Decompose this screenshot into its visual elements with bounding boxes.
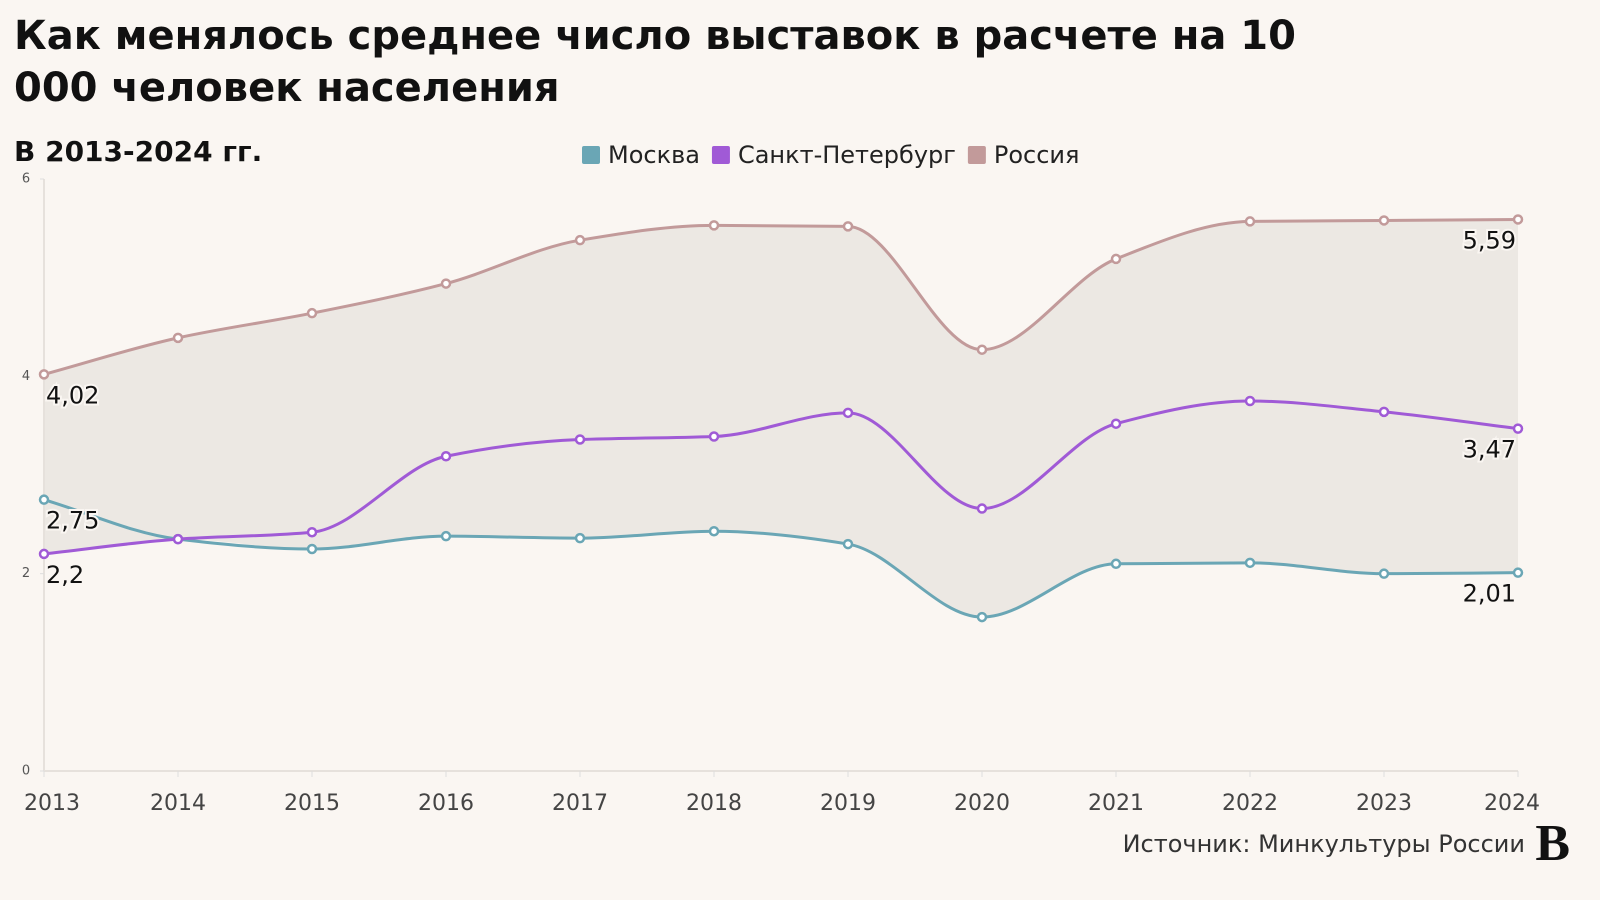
- x-tick-label: 2024: [1484, 791, 1540, 816]
- point: [1512, 423, 1524, 434]
- series-line: [43, 498, 1519, 619]
- data-label: 3,47: [1463, 436, 1516, 464]
- data-label: 2,2: [46, 561, 84, 589]
- x-tick-label: 2015: [284, 791, 340, 816]
- x-tick-label: 2016: [418, 791, 474, 816]
- legend-label: Москва: [608, 141, 700, 169]
- series-line: [43, 217, 1519, 376]
- point: [708, 220, 720, 231]
- point: [440, 530, 452, 542]
- point: [1512, 214, 1524, 225]
- point: [574, 434, 586, 445]
- legend-swatch: [582, 146, 600, 164]
- point: [976, 344, 988, 355]
- point: [842, 407, 854, 419]
- x-tick-label: 2020: [954, 791, 1010, 816]
- point: [1110, 253, 1122, 265]
- data-label: 2,75: [46, 507, 99, 535]
- legend-item: Москва: [582, 141, 700, 169]
- y-tick-label: 0: [22, 764, 30, 779]
- point: [842, 538, 854, 550]
- legend-swatch: [711, 146, 730, 164]
- x-tick-label: 2019: [820, 791, 876, 816]
- point: [1244, 557, 1256, 569]
- chart-title: Как менялось среднее число выставок в ра…: [14, 13, 1296, 111]
- legend-swatch: [967, 146, 986, 164]
- point: [306, 307, 318, 319]
- point: [1378, 215, 1390, 226]
- point: [172, 533, 184, 545]
- point: [708, 431, 720, 442]
- point: [172, 332, 184, 344]
- point: [1110, 418, 1122, 429]
- point: [440, 278, 452, 289]
- range-band: [44, 219, 1518, 618]
- point: [842, 221, 854, 232]
- legend-label: Санкт-Петербург: [738, 141, 956, 169]
- chart-subtitle: В 2013-2024 гг.: [14, 135, 263, 168]
- point: [38, 548, 50, 560]
- series-line: [43, 399, 1519, 556]
- point: [1244, 216, 1256, 227]
- point: [1244, 395, 1256, 407]
- point: [708, 525, 720, 537]
- logo: В: [1535, 815, 1570, 872]
- x-tick-label: 2014: [150, 791, 206, 816]
- legend-label: Россия: [994, 141, 1080, 169]
- legend-item: Россия: [967, 141, 1080, 169]
- data-label: 2,01: [1463, 580, 1516, 608]
- point: [1378, 406, 1390, 418]
- y-tick-label: 2: [22, 566, 30, 581]
- point: [306, 543, 318, 555]
- x-tick-label: 2023: [1356, 791, 1412, 816]
- point: [1110, 558, 1122, 570]
- legend-item: Санкт-Петербург: [711, 141, 956, 169]
- point: [38, 494, 50, 505]
- point: [440, 451, 452, 462]
- point: [574, 234, 586, 246]
- y-tick-label: 4: [22, 369, 30, 384]
- x-tick-label: 2013: [24, 791, 80, 816]
- point: [38, 369, 50, 380]
- y-tick-label: 6: [22, 172, 30, 187]
- source: Источник: Минкультуры России: [1123, 830, 1525, 858]
- data-label: 5,59: [1463, 226, 1516, 254]
- point: [574, 532, 586, 544]
- x-tick-label: 2022: [1222, 791, 1278, 816]
- x-tick-label: 2021: [1088, 791, 1144, 816]
- point: [306, 526, 318, 538]
- x-tick-label: 2017: [552, 791, 608, 816]
- x-tick-label: 2018: [686, 791, 742, 816]
- point: [976, 503, 988, 514]
- point: [1512, 567, 1524, 578]
- data-label: 4,02: [46, 381, 99, 409]
- point: [976, 611, 988, 623]
- point: [1378, 568, 1390, 579]
